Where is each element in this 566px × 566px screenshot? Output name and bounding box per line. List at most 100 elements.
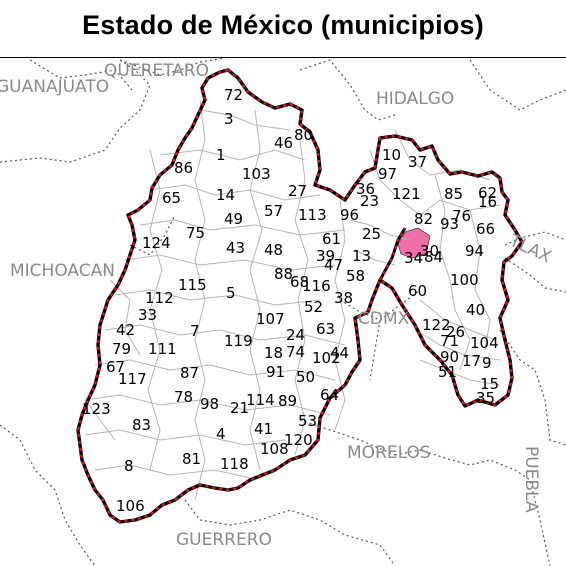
municipality-label: 48: [264, 241, 283, 259]
municipality-label: 100: [450, 271, 479, 289]
municipality-label: 58: [346, 267, 365, 285]
state-border-outer: [76, 68, 524, 524]
municipality-label: 1: [216, 146, 226, 164]
highlighted-municipality: [397, 227, 431, 259]
neighbor-labels: GUANAJUATO QUERETARO HIDALGO MICHOACAN T…: [0, 61, 554, 550]
municipality-label: 97: [378, 165, 397, 183]
municipality-label: 102: [312, 349, 341, 367]
municipality-label: 117: [118, 370, 147, 388]
municipality-label: 42: [116, 321, 135, 339]
municipality-label: 3: [224, 110, 234, 128]
municipality-label: 91: [266, 363, 285, 381]
municipality-label: 61: [322, 230, 341, 248]
municipality-label: 93: [440, 215, 459, 233]
municipality-label: 122: [422, 316, 451, 334]
municipality-label: 119: [224, 332, 253, 350]
municipality-label: 44: [330, 344, 349, 362]
municipality-label: 123: [82, 400, 111, 418]
municipality-label: 37: [408, 153, 427, 171]
municipality-label: 33: [138, 306, 157, 324]
municipality-label: 86: [174, 159, 193, 177]
municipality-label: 74: [286, 343, 305, 361]
municipality-label: 121: [392, 185, 421, 203]
neighbor-label-puebla: PUEBLA: [521, 446, 541, 513]
municipality-label: 46: [274, 134, 293, 152]
municipality-label: 24: [286, 326, 305, 344]
municipality-label: 81: [182, 450, 201, 468]
municipality-label: 53: [298, 412, 317, 430]
municipality-label: 64: [320, 386, 339, 404]
neighbor-borders: [0, 58, 566, 566]
municipality-label: 111: [148, 340, 177, 358]
municipality-label: 114: [246, 391, 275, 409]
municipality-label: 50: [296, 368, 315, 386]
municipality-label: 62: [478, 184, 497, 202]
municipality-label: 98: [200, 395, 219, 413]
municipality-label: 40: [466, 301, 485, 319]
municipality-label: 27: [288, 182, 307, 200]
municipality-label: 72: [224, 86, 243, 104]
municipality-label: 90: [440, 348, 459, 366]
municipality-labels: 72 3 46 80 1 86 103 27 65 14 49 57 113 1…: [82, 86, 499, 515]
municipality-label: 13: [352, 247, 371, 265]
municipality-label: 36: [356, 180, 375, 198]
municipality-label: 26: [446, 323, 465, 341]
municipality-label: 107: [256, 310, 285, 328]
municipality-label: 65: [162, 189, 181, 207]
municipality-label: 38: [334, 289, 353, 307]
municipality-label: 30: [420, 242, 439, 260]
municipality-label: 66: [476, 220, 495, 238]
municipality-label: 115: [178, 276, 207, 294]
municipality-label: 52: [304, 298, 323, 316]
municipality-label: 112: [145, 289, 174, 307]
municipality-label: 63: [316, 320, 335, 338]
municipality-label: 120: [284, 431, 313, 449]
municipality-label: 9: [482, 354, 492, 372]
neighbor-label-hidalgo: HIDALGO: [376, 89, 454, 109]
municipality-label: 82: [414, 210, 433, 228]
municipality-label: 94: [465, 242, 484, 260]
municipality-label: 104: [470, 334, 499, 352]
municipality-label: 43: [226, 239, 245, 257]
municipality-label: 21: [230, 399, 249, 417]
municipality-label: 5: [226, 284, 236, 302]
municipality-label: 113: [298, 206, 327, 224]
municipality-label: 17: [462, 352, 481, 370]
cdmx-border-inner: [379, 227, 406, 281]
municipality-label: 75: [186, 224, 205, 242]
municipality-label: 39: [316, 247, 335, 265]
title-bar: Estado de México (municipios): [0, 0, 566, 58]
municipality-label: 23: [360, 192, 379, 210]
municipality-label: 10: [382, 146, 401, 164]
municipality-label: 18: [264, 344, 283, 362]
municipality-label: 96: [340, 206, 359, 224]
municipality-label: 15: [480, 375, 499, 393]
municipality-label: 89: [278, 392, 297, 410]
neighbor-label-morelos: MORELOS: [347, 443, 431, 463]
municipality-label: 85: [444, 185, 463, 203]
municipality-label: 67: [106, 358, 125, 376]
municipality-label: 34: [404, 249, 423, 267]
municipality-label: 116: [302, 277, 331, 295]
neighbor-label-queretaro: QUERETARO: [104, 61, 209, 81]
municipality-label: 68: [290, 273, 309, 291]
map-canvas: GUANAJUATO QUERETARO HIDALGO MICHOACAN T…: [0, 58, 566, 566]
municipality-label: 35: [476, 389, 495, 407]
municipality-label: 84: [424, 248, 443, 266]
municipality-label: 83: [132, 416, 151, 434]
municipality-label: 25: [362, 225, 381, 243]
neighbor-label-cdmx: CDMX: [358, 309, 410, 329]
municipal-lines: [84, 99, 501, 501]
municipality-label: 106: [116, 497, 145, 515]
municipality-label: 60: [408, 282, 427, 300]
municipality-label: 76: [452, 207, 471, 225]
municipality-label: 124: [142, 234, 171, 252]
municipality-label: 16: [478, 193, 497, 211]
municipality-label: 49: [224, 210, 243, 228]
map-title: Estado de México (municipios): [82, 10, 484, 40]
municipality-label: 88: [274, 265, 293, 283]
neighbor-label-guanajuato: GUANAJUATO: [0, 77, 109, 97]
municipality-label: 47: [324, 256, 343, 274]
municipality-label: 8: [124, 457, 134, 475]
municipality-label: 87: [180, 364, 199, 382]
